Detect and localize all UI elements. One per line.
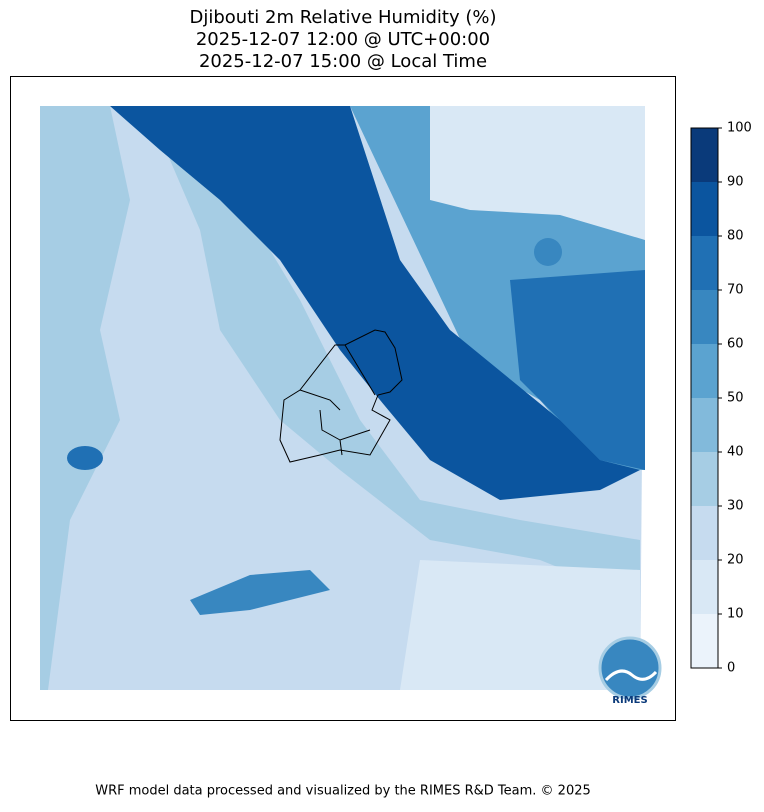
logo-text: RIMES bbox=[612, 695, 647, 706]
colorbar-band bbox=[691, 506, 718, 560]
title-line: 2025-12-07 15:00 @ Local Time bbox=[199, 51, 487, 72]
border bbox=[344, 344, 376, 396]
colorbar-tick-label: 100 bbox=[727, 121, 752, 136]
field-band bbox=[510, 270, 645, 470]
field-band bbox=[430, 106, 645, 240]
border bbox=[319, 409, 371, 441]
colorbar-tick-label: 90 bbox=[727, 175, 744, 190]
colorbar-band bbox=[691, 398, 718, 452]
field-band bbox=[67, 446, 103, 470]
colorbar-band bbox=[691, 344, 718, 398]
colorbar-tick-label: 20 bbox=[727, 553, 744, 568]
colorbar-band bbox=[691, 290, 718, 344]
colorbar-tick-label: 50 bbox=[727, 391, 744, 406]
logo-badge bbox=[598, 636, 662, 700]
colorbar-tick-label: 80 bbox=[727, 229, 744, 244]
field-band bbox=[40, 106, 130, 690]
colorbar-band bbox=[691, 236, 718, 290]
colorbar-band bbox=[691, 614, 718, 668]
country-borders bbox=[279, 329, 403, 463]
colorbar-tick-label: 0 bbox=[727, 661, 735, 676]
colorbar-band bbox=[691, 560, 718, 614]
colorbar-band bbox=[691, 452, 718, 506]
footer: WRF model data processed and visualized … bbox=[95, 784, 591, 799]
colorbar-band bbox=[691, 128, 718, 182]
logo-wave bbox=[604, 669, 658, 682]
border bbox=[279, 329, 403, 463]
colorbar-tick-label: 40 bbox=[727, 445, 744, 460]
colorbar-tick-label: 10 bbox=[727, 607, 744, 622]
logo: RIMES bbox=[598, 636, 662, 706]
colorbar: 0 10 20 30 40 50 60 70 80 90 100 bbox=[690, 121, 752, 676]
title-line: 2025-12-07 12:00 @ UTC+00:00 bbox=[196, 29, 490, 50]
map-field bbox=[40, 106, 645, 690]
field-band bbox=[190, 570, 330, 615]
colorbar-tick-label: 60 bbox=[727, 337, 744, 352]
title-line: Djibouti 2m Relative Humidity (%) bbox=[190, 7, 497, 28]
border bbox=[299, 389, 341, 411]
border bbox=[339, 439, 343, 456]
colorbar-tick-label: 30 bbox=[727, 499, 744, 514]
field-band bbox=[534, 238, 562, 266]
field-band bbox=[400, 560, 640, 690]
colorbar-band bbox=[691, 182, 718, 236]
colorbar-tick-label: 70 bbox=[727, 283, 744, 298]
field-band bbox=[110, 106, 640, 500]
